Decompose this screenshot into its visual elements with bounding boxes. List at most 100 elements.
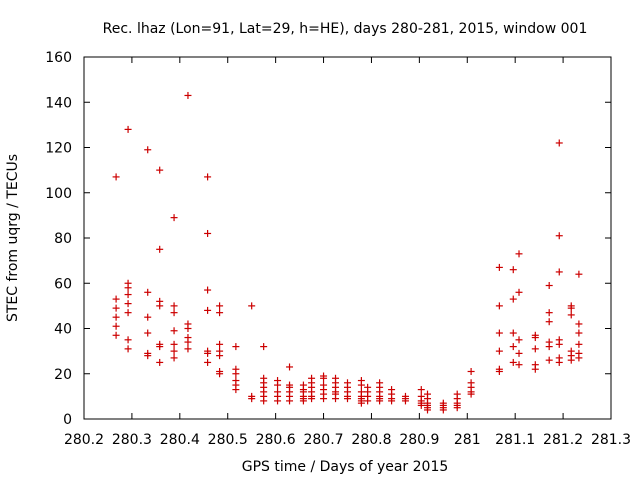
data-point <box>555 232 563 240</box>
data-point <box>545 309 553 317</box>
data-point <box>184 345 192 353</box>
x-tick-label: 280.8 <box>351 432 391 448</box>
data-point <box>184 325 192 332</box>
data-point <box>567 356 575 364</box>
data-point <box>344 395 351 403</box>
data-point <box>216 352 224 360</box>
data-point <box>184 91 192 99</box>
data-point <box>170 327 178 335</box>
data-point <box>545 318 553 326</box>
data-point <box>124 336 132 344</box>
chart-title: Rec. lhaz (Lon=91, Lat=29, h=HE), days 2… <box>103 21 588 37</box>
y-tick-label: 0 <box>63 412 72 428</box>
data-point <box>156 166 164 174</box>
data-point <box>204 173 212 181</box>
y-tick-label: 160 <box>45 50 72 66</box>
data-point <box>332 395 340 403</box>
x-tick-label: 280.2 <box>64 432 104 448</box>
x-tick-label: 280.6 <box>256 432 296 448</box>
data-point <box>531 365 539 373</box>
data-point <box>170 347 178 355</box>
data-point <box>320 374 328 382</box>
data-point <box>232 343 240 351</box>
data-point <box>124 345 132 353</box>
x-axis-label: GPS time / Days of year 2015 <box>242 459 449 475</box>
data-point <box>112 322 120 330</box>
data-point <box>575 354 583 362</box>
data-point <box>144 313 152 321</box>
data-point <box>417 386 425 394</box>
data-point <box>274 397 282 405</box>
data-point <box>495 367 503 375</box>
data-point <box>545 356 553 364</box>
data-point <box>144 146 152 154</box>
x-tick-label: 280.5 <box>208 432 248 448</box>
data-point <box>515 250 523 258</box>
data-point <box>495 263 503 271</box>
data-point <box>156 302 164 310</box>
data-point <box>144 288 152 296</box>
data-point <box>555 358 563 366</box>
data-point <box>156 343 164 351</box>
data-point <box>112 331 120 339</box>
data-point <box>204 229 212 237</box>
x-axis: 280.2 280.3 280.4 280.5 280.6 280.7 280.8 280.9… <box>64 57 631 448</box>
y-axis: 0 20 40 60 80 100 120 140 160 <box>45 50 611 428</box>
data-point <box>184 338 192 346</box>
data-point <box>439 406 447 414</box>
data-point <box>124 125 132 133</box>
data-point <box>156 245 164 253</box>
data-point <box>204 358 212 366</box>
data-point <box>515 361 523 369</box>
data-point <box>575 340 583 348</box>
data-point <box>509 295 517 303</box>
data-point <box>515 336 523 344</box>
data-point <box>260 343 268 351</box>
data-point <box>357 381 365 389</box>
data-point <box>509 358 517 366</box>
data-point <box>112 304 120 312</box>
data-point <box>248 302 256 310</box>
data-point <box>495 329 503 337</box>
data-point <box>112 313 120 321</box>
data-point <box>216 302 224 310</box>
data-point <box>555 139 563 147</box>
data-point <box>467 390 475 398</box>
data-point <box>424 406 432 414</box>
data-point <box>376 397 384 405</box>
data-point <box>124 300 132 308</box>
data-point <box>124 309 132 317</box>
data-point <box>531 334 539 342</box>
data-point <box>286 397 294 405</box>
y-tick-label: 140 <box>45 95 72 111</box>
data-point <box>156 358 164 366</box>
data-point <box>509 329 517 337</box>
data-point <box>357 399 365 407</box>
data-point <box>170 309 178 317</box>
data-point <box>248 395 256 403</box>
y-axis-label: STEC from uqrg / TECUs <box>5 154 21 322</box>
data-point <box>112 295 120 303</box>
data-point <box>453 404 461 412</box>
data-point <box>170 302 178 310</box>
data-point <box>204 286 212 294</box>
data-point <box>124 284 132 292</box>
data-point <box>509 266 517 274</box>
data-point <box>144 352 152 360</box>
data-point <box>567 304 575 312</box>
data-point <box>170 214 178 222</box>
data-point <box>417 401 425 409</box>
data-series <box>112 91 583 414</box>
data-point <box>555 340 563 348</box>
x-tick-label: 280.3 <box>112 432 152 448</box>
data-point <box>204 306 212 314</box>
data-point <box>232 386 240 394</box>
x-tick-label: 281.3 <box>591 432 631 448</box>
x-tick-label: 280.7 <box>303 432 343 448</box>
x-tick-label: 281.2 <box>543 432 583 448</box>
x-tick-label: 280.9 <box>399 432 439 448</box>
data-point <box>495 302 503 310</box>
data-point <box>467 367 475 375</box>
data-point <box>274 381 282 389</box>
